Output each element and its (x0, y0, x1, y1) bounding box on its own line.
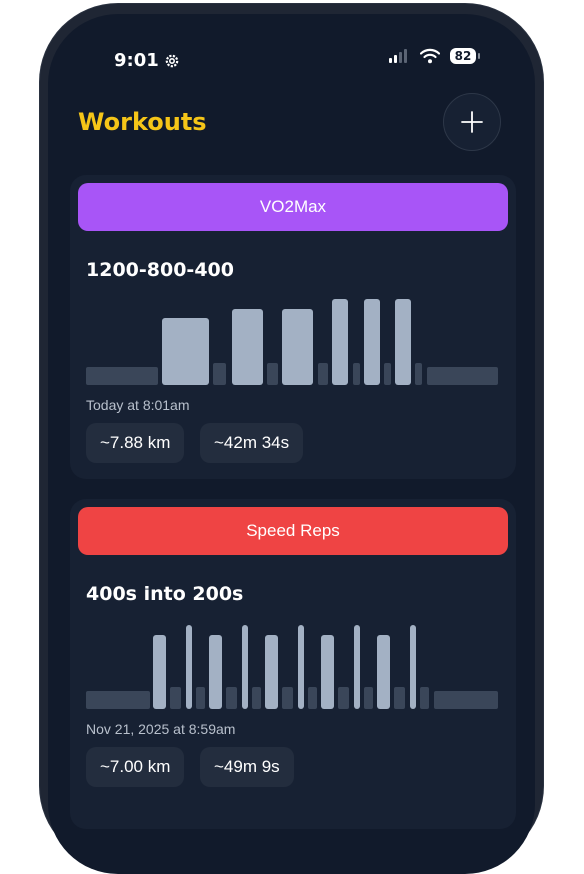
battery-icon: 82 (450, 48, 480, 64)
interval-bar (242, 625, 248, 709)
interval-bar (321, 635, 334, 709)
interval-bar (267, 363, 278, 385)
interval-bar (232, 309, 263, 385)
interval-bar (186, 625, 192, 709)
interval-bar (318, 363, 328, 385)
category-badge: Speed Reps (78, 507, 508, 555)
workout-card-vo2max[interactable]: VO2Max 1200-800-400 Today at 8:01am ~7.8… (70, 175, 516, 479)
page-title: Workouts (78, 108, 207, 136)
plus-icon (461, 111, 483, 133)
interval-bar (196, 687, 205, 709)
workout-intervals-chart (86, 625, 498, 709)
interval-bar (282, 687, 293, 709)
workout-name: 400s into 200s (86, 583, 244, 605)
workout-date: Today at 8:01am (86, 397, 190, 413)
interval-bar (434, 691, 498, 709)
wifi-icon (420, 48, 440, 64)
status-icons: 82 (388, 48, 480, 64)
interval-bar (394, 687, 405, 709)
interval-bar (252, 687, 261, 709)
phone-frame: 9:01 82 Workouts (40, 4, 543, 874)
interval-bar (415, 363, 422, 385)
distance-pill: ~7.00 km (86, 747, 185, 787)
interval-bar (265, 635, 278, 709)
workout-date: Nov 21, 2025 at 8:59am (86, 721, 236, 737)
interval-bar (282, 309, 313, 385)
duration-pill: ~42m 34s (200, 423, 304, 463)
interval-bar (298, 625, 304, 709)
workout-card-speed-reps[interactable]: Speed Reps 400s into 200s (70, 499, 516, 829)
settings-gear-icon (165, 54, 179, 67)
screen: 9:01 82 Workouts (48, 14, 535, 874)
interval-bar (420, 687, 429, 709)
workout-name: 1200-800-400 (86, 259, 234, 281)
duration-pill: ~49m 9s (200, 747, 294, 787)
clock-time: 9:01 (114, 50, 159, 71)
interval-bar (308, 687, 317, 709)
interval-bar (364, 299, 380, 385)
status-time: 9:01 (114, 50, 180, 71)
interval-bar (395, 299, 411, 385)
interval-bar (332, 299, 348, 385)
interval-bar (377, 635, 390, 709)
interval-bar (170, 687, 181, 709)
interval-bar (209, 635, 222, 709)
interval-bar (213, 363, 226, 385)
distance-pill: ~7.88 km (86, 423, 185, 463)
category-badge: VO2Max (78, 183, 508, 231)
interval-bar (353, 363, 360, 385)
interval-bar (86, 367, 158, 385)
cellular-signal-icon (389, 49, 407, 63)
interval-bar (153, 635, 166, 709)
interval-bar (427, 367, 498, 385)
interval-bar (162, 318, 209, 385)
interval-bar (338, 687, 349, 709)
interval-bar (384, 363, 391, 385)
interval-bar (226, 687, 237, 709)
workout-intervals-chart (86, 299, 498, 385)
interval-bar (364, 687, 373, 709)
add-workout-button[interactable] (443, 93, 501, 151)
interval-bar (410, 625, 416, 709)
interval-bar (354, 625, 360, 709)
interval-bar (86, 691, 150, 709)
